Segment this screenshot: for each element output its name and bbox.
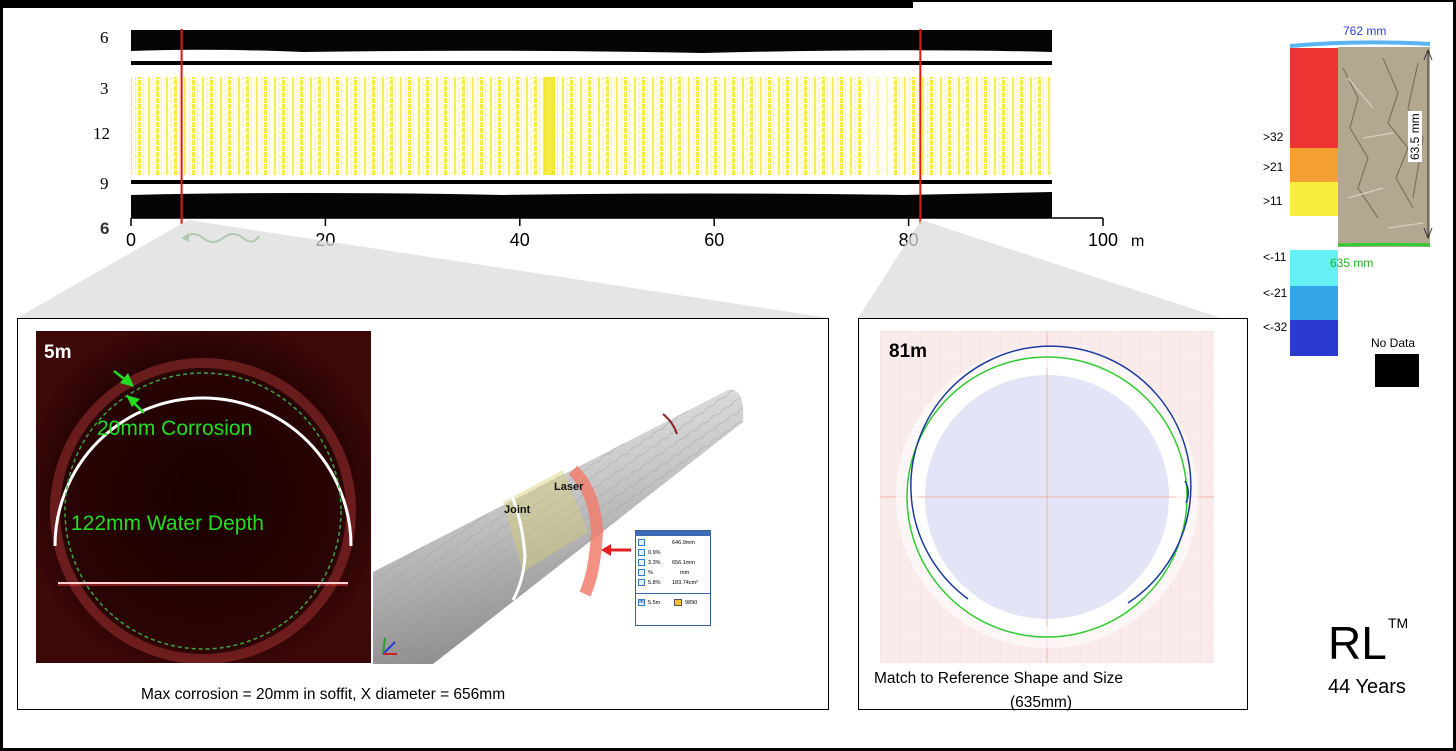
right-caption-line2: (635mm) [1010, 694, 1073, 711]
min-diameter-icon [638, 569, 645, 576]
popup-divider [636, 593, 710, 594]
corrosion-band [131, 77, 1052, 175]
measured-profile [910, 345, 1192, 604]
right-distance-label: 81m [889, 341, 928, 362]
x-tick-label: 40 [509, 230, 530, 250]
x-tick-label: 80 [898, 230, 919, 250]
top-joint-line [131, 61, 1052, 65]
x-tick-label: 60 [704, 230, 725, 250]
popup-pointer-head-icon [601, 544, 611, 556]
x-tick-marks [130, 218, 1104, 226]
bottom-joint-line [131, 180, 1052, 184]
laser-label: Laser [554, 481, 584, 493]
measurement-popup: 646.9mm 0.9% 3.3% 656.1mm % mm 5.8% 183.… [635, 530, 711, 626]
legend-swatch [1290, 148, 1338, 182]
no-data-label: No Data [1371, 336, 1416, 350]
diameter-icon [638, 539, 645, 546]
max-diameter-icon [638, 559, 645, 566]
reference-shape-circle [906, 356, 1188, 638]
corrosion-label: 20mm Corrosion [97, 417, 253, 440]
axis-indicator-y-icon [382, 637, 386, 655]
y-tick-3: 9 [100, 174, 109, 193]
laser-ring-band [568, 465, 604, 597]
legend-swatch [1290, 286, 1338, 320]
popup-area: 183.74cm² [672, 580, 698, 586]
laser-background [36, 331, 371, 663]
laser-ring [53, 396, 353, 547]
popup-max-diameter: 656.1mm [672, 560, 695, 566]
top-bar [3, 2, 913, 8]
axis-indicator-icon [382, 641, 396, 655]
legend-label: <-11 [1263, 250, 1287, 264]
laser-profile-svg [36, 331, 371, 663]
top-profile-line [1289, 40, 1431, 48]
left-panel-caption: Max corrosion = 20mm in soffit, X diamet… [141, 686, 506, 703]
pipe-joint-line [509, 493, 527, 601]
popup-header [636, 531, 710, 536]
popup-frame: 9890 [685, 600, 698, 606]
x-unit-label: m [1131, 233, 1145, 250]
reference-circle [64, 372, 342, 650]
strip-plot-svg [130, 29, 1104, 243]
joint-label: Joint [504, 504, 531, 516]
brand-logo: RL [1328, 617, 1387, 669]
legend-label: <-21 [1263, 286, 1288, 300]
legend-swatch [1290, 250, 1338, 286]
legend-label: >11 [1263, 194, 1283, 208]
popup-min-unit: mm [680, 570, 690, 576]
legend-swatch [1290, 182, 1338, 216]
brand-tm: TM [1388, 615, 1409, 631]
right-caption-line1: Match to Reference Shape and Size [874, 670, 1124, 687]
top-diameter-label: 762 mm [1343, 24, 1387, 38]
corrosion-hotspot [543, 77, 555, 175]
y-tick-0: 6 [100, 28, 109, 47]
x-tick-label: 20 [315, 230, 336, 250]
legend-label: <-32 [1263, 320, 1288, 334]
no-data-swatch [1375, 354, 1419, 387]
legend-label: >21 [1263, 160, 1284, 174]
y-tick-2: 12 [93, 124, 110, 143]
flow-direction-icon [182, 233, 260, 243]
distance-markers [180, 29, 922, 224]
x-tick-label: 0 [126, 230, 137, 250]
brand-years: 44 Years [1328, 676, 1406, 698]
profile-deviation [1184, 480, 1189, 504]
popup-max-pct: 3.3% [648, 560, 661, 566]
popup-ovality: 0.9% [648, 550, 661, 556]
x-tick-label: 100 [1088, 230, 1119, 250]
laser-halo [50, 358, 356, 663]
left-distance-label: 5m [44, 342, 72, 363]
thickness-label: 63.5 mm [1408, 111, 1422, 162]
shape-match-plot [880, 331, 1214, 663]
popup-distance: 5.5m [648, 600, 661, 606]
laser-profile-image [36, 331, 371, 663]
dimension-arrow-down-icon [1423, 227, 1433, 240]
flow-arrow-icon [181, 234, 189, 242]
y-tick-1: 3 [100, 79, 109, 98]
popup-min-pct: % [648, 570, 653, 576]
pipe-surface-texture [373, 389, 744, 664]
bottom-diameter-label: 635 mm [1330, 256, 1374, 270]
ovality-icon [638, 549, 645, 556]
water-depth-label: 122mm Water Depth [71, 512, 264, 535]
legend-label: >32 [1263, 130, 1284, 144]
area-icon [638, 579, 645, 586]
arrow-outer-head-icon [120, 373, 134, 387]
top-nodata-band [131, 30, 1052, 53]
bottom-nodata-band [131, 192, 1052, 218]
clean-segment [863, 77, 893, 175]
popup-diameter: 646.9mm [672, 540, 695, 546]
popup-area-pct: 5.8% [648, 580, 661, 586]
legend-swatch [1290, 216, 1338, 250]
dimension-arrow-up-icon [1423, 48, 1433, 61]
distant-joint-line [662, 413, 678, 435]
distance-icon: m [638, 599, 645, 606]
legend-swatch [1290, 48, 1338, 148]
legend-swatch [1290, 320, 1338, 356]
arrow-inner-head-icon [126, 395, 140, 407]
frame-icon [674, 599, 682, 606]
texture-highlights [1347, 77, 1424, 229]
pipe-3d-render [373, 389, 744, 664]
